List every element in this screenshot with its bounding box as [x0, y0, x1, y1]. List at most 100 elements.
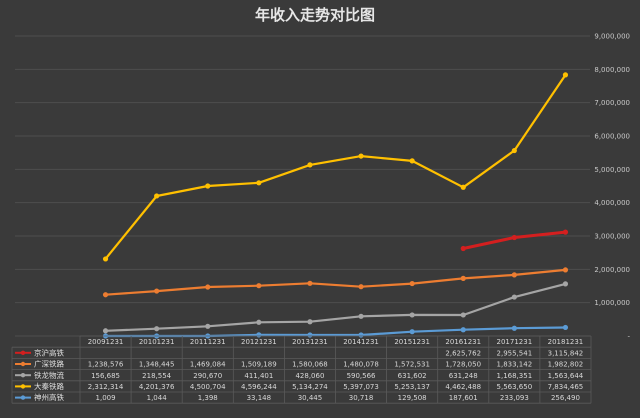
- data-label: 590,566: [347, 372, 376, 380]
- data-label: 1,238,576: [88, 361, 124, 369]
- data-point: [154, 326, 160, 332]
- y-tick-label: 5,000,000: [594, 166, 630, 174]
- x-category-label: 20101231: [139, 338, 175, 346]
- data-point: [358, 332, 364, 338]
- data-label: 1,469,084: [190, 361, 226, 369]
- y-tick-label: 7,000,000: [594, 99, 630, 107]
- y-tick-label: 9,000,000: [594, 33, 630, 41]
- data-point: [409, 158, 415, 164]
- data-point: [511, 325, 517, 331]
- data-label: 187,601: [449, 394, 478, 402]
- data-label: 4,500,704: [190, 383, 226, 391]
- series-line: [104, 268, 567, 296]
- data-label: 5,253,137: [394, 383, 430, 391]
- legend-label: 神州高铁: [34, 392, 64, 402]
- data-point: [102, 328, 109, 334]
- data-point: [205, 284, 211, 290]
- series-line: [461, 230, 567, 250]
- x-category-label: 20181231: [548, 338, 584, 346]
- x-category-label: 20151231: [394, 338, 430, 346]
- data-point: [511, 294, 517, 300]
- data-label: 1,982,802: [548, 361, 584, 369]
- data-point: [511, 147, 517, 154]
- data-point: [562, 324, 569, 331]
- legend-label: 京沪高铁: [34, 347, 64, 357]
- legend-swatch-marker: [20, 373, 26, 378]
- data-point: [256, 332, 262, 338]
- data-label: 428,060: [295, 372, 324, 380]
- data-point: [562, 72, 569, 78]
- series-line: [104, 73, 567, 260]
- x-category-label: 20121231: [241, 338, 277, 346]
- data-point: [460, 312, 466, 318]
- data-label: 2,625,762: [445, 349, 481, 357]
- data-point: [460, 245, 466, 252]
- y-tick-label: 1,000,000: [594, 299, 630, 307]
- data-point: [511, 234, 517, 241]
- series-line: [104, 282, 567, 332]
- x-category-label: 20171231: [497, 338, 533, 346]
- data-point: [102, 256, 109, 262]
- data-point: [307, 280, 313, 286]
- y-tick-label: -: [627, 333, 630, 341]
- legend-swatch-marker: [20, 361, 26, 367]
- data-label: 156,685: [91, 372, 120, 380]
- data-label: 30,445: [298, 394, 323, 402]
- legend-label: 广深铁路: [34, 359, 64, 369]
- data-point: [460, 184, 466, 190]
- data-point: [562, 229, 569, 235]
- data-point: [409, 312, 415, 318]
- data-point: [562, 267, 569, 273]
- data-label: 30,718: [349, 394, 374, 402]
- data-label: 1,833,142: [497, 361, 533, 369]
- data-label: 233,093: [500, 394, 529, 402]
- data-label: 256,490: [551, 394, 580, 402]
- data-label: 3,115,842: [548, 349, 584, 357]
- data-point: [205, 183, 211, 189]
- data-point: [358, 313, 364, 319]
- data-point: [102, 292, 109, 298]
- gridlines: [15, 35, 590, 337]
- data-label: 129,508: [398, 394, 427, 402]
- data-label: 5,134,274: [292, 383, 328, 391]
- x-category-label: 20091231: [88, 338, 124, 346]
- data-point: [409, 280, 415, 287]
- y-axis-ticks: - 1,000,000 2,000,000 3,000,000 4,000,000 5,0…: [594, 33, 630, 341]
- data-label: 1,480,078: [343, 361, 379, 369]
- data-label: 631,602: [398, 372, 427, 380]
- x-category-label: 20161231: [445, 338, 481, 346]
- data-point: [307, 319, 313, 325]
- data-label: 1,580,068: [292, 361, 328, 369]
- data-label: 1,563,644: [548, 372, 584, 380]
- data-label: 2,312,314: [88, 383, 124, 391]
- legend-label: 铁龙物流: [34, 370, 64, 380]
- data-table: 20091231 20101231 20111231 20121231 20131231…: [11, 335, 592, 404]
- y-tick-label: 4,000,000: [594, 199, 630, 207]
- data-label: 2,955,541: [497, 349, 533, 357]
- data-label: 4,462,488: [445, 383, 481, 391]
- data-label: 4,201,376: [139, 383, 175, 391]
- data-label: 33,148: [247, 394, 272, 402]
- data-label: 1,572,531: [394, 361, 430, 369]
- y-tick-label: 3,000,000: [594, 233, 630, 241]
- data-point: [409, 329, 415, 335]
- legend-swatch-marker: [20, 395, 26, 400]
- data-point: [460, 275, 466, 281]
- data-label: 290,670: [193, 372, 222, 380]
- data-label: 4,596,244: [241, 383, 277, 391]
- y-tick-label: 6,000,000: [594, 133, 630, 141]
- data-point: [256, 319, 262, 325]
- data-point: [511, 272, 517, 278]
- x-category-label: 20131231: [292, 338, 328, 346]
- data-label: 218,554: [142, 372, 171, 380]
- data-point: [562, 281, 569, 287]
- chart-title: 年收入走势对比图: [255, 6, 375, 24]
- data-label: 1,168,351: [497, 372, 533, 380]
- data-label: 1,348,445: [139, 361, 175, 369]
- data-label: 5,397,073: [343, 383, 379, 391]
- x-category-label: 20141231: [343, 338, 379, 346]
- data-point: [358, 153, 364, 159]
- data-label: 411,401: [244, 372, 273, 380]
- y-tick-label: 8,000,000: [594, 66, 630, 74]
- data-point: [307, 162, 313, 168]
